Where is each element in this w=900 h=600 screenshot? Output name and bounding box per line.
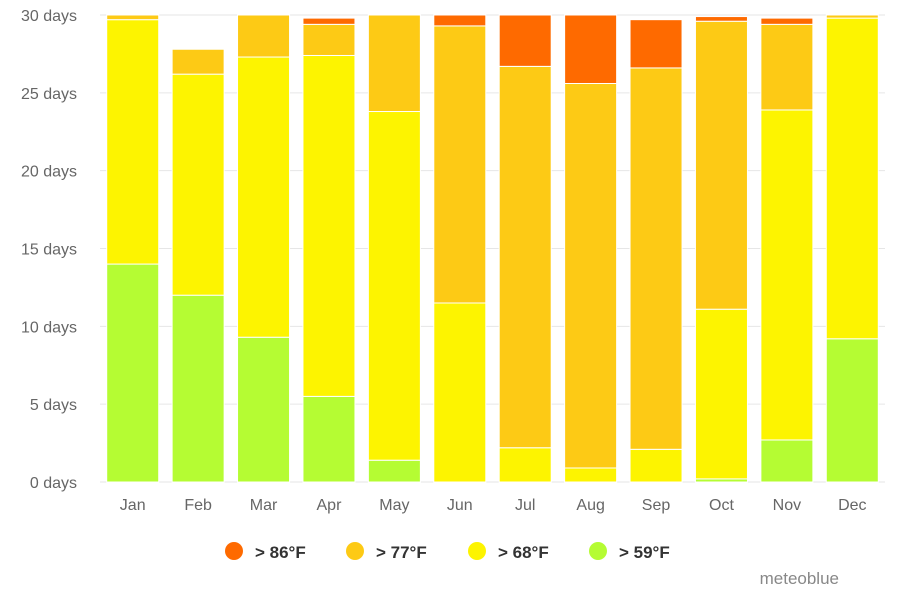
x-tick-label: Mar	[250, 497, 278, 514]
bar-segment[interactable]	[433, 25, 487, 304]
bar-segment[interactable]	[302, 17, 356, 25]
y-tick-label: 25 days	[21, 86, 77, 103]
y-tick-label: 0 days	[30, 475, 77, 492]
bar-segment[interactable]	[106, 263, 160, 483]
bar-segment[interactable]	[498, 65, 552, 449]
x-axis-ticks: Jan Feb Mar Apr May Jun Jul Aug Sep Oct Nov Dec	[120, 497, 867, 514]
legend-item[interactable]: > 77°F	[346, 542, 427, 562]
bar-segment[interactable]	[694, 16, 748, 22]
y-tick-label: 10 days	[21, 319, 77, 336]
bar-segment[interactable]	[302, 395, 356, 483]
legend-item[interactable]: > 59°F	[589, 542, 670, 562]
bar-segment[interactable]	[694, 20, 748, 310]
bar-segment[interactable]	[564, 82, 618, 469]
legend-marker	[346, 542, 364, 560]
x-tick-label: Jun	[447, 497, 473, 514]
bar-segment[interactable]	[825, 17, 879, 340]
bar-segment[interactable]	[367, 459, 421, 483]
bar-segment[interactable]	[237, 14, 291, 58]
bar-segment[interactable]	[694, 308, 748, 480]
bar-segment[interactable]	[237, 336, 291, 483]
legend-item[interactable]: > 68°F	[468, 542, 549, 562]
bar-segment[interactable]	[367, 14, 421, 113]
bar-segment[interactable]	[760, 17, 814, 25]
bar-segment[interactable]	[367, 111, 421, 461]
bar-segment[interactable]	[760, 439, 814, 483]
bar-segment[interactable]	[302, 23, 356, 56]
y-tick-label: 15 days	[21, 242, 77, 259]
x-tick-label: Sep	[642, 497, 671, 514]
x-tick-label: Oct	[709, 497, 734, 514]
legend-label: > 77°F	[376, 543, 427, 562]
bar-segment[interactable]	[302, 54, 356, 397]
bar-segment[interactable]	[106, 14, 160, 21]
legend-label: > 68°F	[498, 543, 549, 562]
y-tick-label: 30 days	[21, 8, 77, 25]
legend-label: > 59°F	[619, 543, 670, 562]
x-tick-label: Aug	[576, 497, 604, 514]
bar-segment[interactable]	[825, 14, 879, 19]
legend-marker	[468, 542, 486, 560]
bar-segment[interactable]	[629, 448, 683, 483]
bar-segment[interactable]	[237, 56, 291, 338]
y-axis-ticks: 0 days 5 days 10 days 15 days 20 days 25 days…	[21, 8, 77, 492]
x-tick-label: Apr	[317, 497, 343, 514]
legend-marker	[589, 542, 607, 560]
bar-segment[interactable]	[171, 73, 225, 296]
bar-segment[interactable]	[498, 14, 552, 67]
bar-segment[interactable]	[564, 14, 618, 84]
bar-segment[interactable]	[433, 14, 487, 27]
bars	[106, 14, 879, 483]
x-tick-label: Jul	[515, 497, 535, 514]
bar-segment[interactable]	[825, 338, 879, 483]
legend[interactable]: > 86°F > 77°F > 68°F > 59°F	[225, 542, 670, 562]
legend-marker	[225, 542, 243, 560]
bar-segment[interactable]	[760, 23, 814, 111]
legend-item[interactable]: > 86°F	[225, 542, 306, 562]
grid-lines	[100, 14, 885, 483]
y-tick-label: 20 days	[21, 164, 77, 181]
bar-segment[interactable]	[760, 109, 814, 441]
x-tick-label: Jan	[120, 497, 146, 514]
x-tick-label: Dec	[838, 497, 866, 514]
credit-label[interactable]: meteoblue	[760, 569, 839, 588]
bar-segment[interactable]	[171, 48, 225, 75]
bar-segment[interactable]	[498, 447, 552, 483]
bar-segment[interactable]	[106, 19, 160, 265]
legend-label: > 86°F	[255, 543, 306, 562]
bar-segment[interactable]	[629, 19, 683, 69]
bar-segment[interactable]	[171, 294, 225, 483]
y-tick-label: 5 days	[30, 397, 77, 414]
bar-segment[interactable]	[564, 467, 618, 483]
x-tick-label: Nov	[773, 497, 801, 514]
x-tick-label: Feb	[184, 497, 212, 514]
bar-segment[interactable]	[433, 302, 487, 483]
bar-segment[interactable]	[629, 67, 683, 450]
x-tick-label: May	[379, 497, 409, 514]
